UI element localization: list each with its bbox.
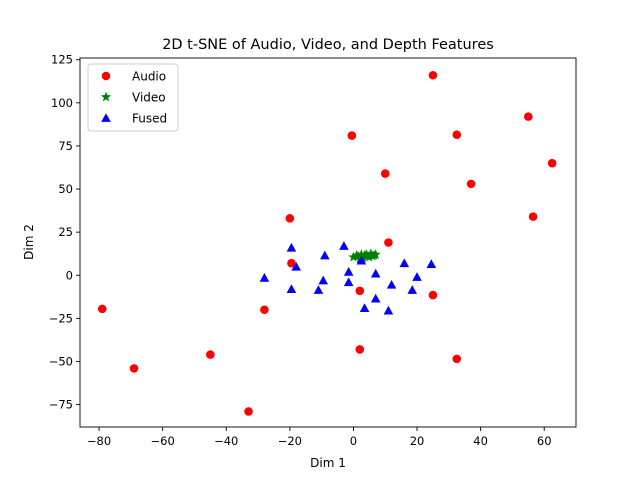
- chart-title: 2D t-SNE of Audio, Video, and Depth Feat…: [162, 37, 494, 53]
- data-point-fused: [386, 279, 397, 289]
- data-point-audio: [285, 214, 295, 223]
- y-axis-label: Dim 2: [22, 224, 36, 260]
- data-point-video: [348, 251, 359, 262]
- data-point-audio: [384, 238, 393, 247]
- data-point-audio: [528, 212, 538, 221]
- data-point-fused: [370, 293, 381, 303]
- x-tick-label: −80: [87, 434, 111, 448]
- x-tick-label: 40: [473, 434, 488, 448]
- data-point-audio: [547, 158, 557, 168]
- data-point-audio: [355, 286, 365, 296]
- data-point-audio: [524, 112, 533, 121]
- data-point-fused: [318, 275, 329, 285]
- y-tick-label: 100: [51, 96, 73, 110]
- data-point-video: [364, 251, 375, 262]
- data-point-video: [365, 248, 377, 259]
- data-point-fused: [399, 258, 410, 268]
- y-tick-label: 125: [51, 53, 73, 67]
- data-point-video: [361, 249, 372, 259]
- legend-audio-label: Audio: [132, 70, 166, 84]
- data-point-fused: [320, 250, 330, 260]
- data-point-fused: [313, 285, 324, 294]
- data-point-audio: [428, 70, 438, 80]
- data-point-fused: [343, 267, 354, 276]
- y-tick-label: 25: [58, 225, 73, 239]
- axis-ticks: −80 −60 −40 −20 0 20 40 60 −75 −50 −25 0 25 50 75 100 12…: [49, 53, 552, 448]
- data-point-audio: [380, 169, 390, 178]
- data-point-audio: [287, 258, 296, 268]
- y-tick-label: 75: [58, 139, 73, 153]
- x-tick-label: 20: [410, 434, 425, 448]
- legend-fused-label: Fused: [132, 112, 167, 126]
- data-point-fused: [286, 242, 297, 252]
- x-tick-label: 60: [537, 434, 552, 448]
- data-point-video: [357, 252, 369, 263]
- data-point-audio: [466, 179, 476, 189]
- data-point-audio: [428, 290, 438, 300]
- plot-area: [97, 70, 557, 416]
- y-tick-label: 0: [66, 268, 73, 282]
- data-point-fused: [359, 303, 370, 312]
- x-tick-label: 0: [350, 434, 357, 448]
- data-point-fused: [412, 272, 422, 281]
- data-point-audio: [452, 130, 462, 140]
- y-tick-label: −50: [49, 354, 73, 368]
- legend-audio-marker: [101, 71, 111, 81]
- data-point-fused: [286, 284, 297, 293]
- data-point-fused: [291, 261, 302, 271]
- legend: Audio Video Fused: [87, 63, 179, 132]
- data-point-audio: [244, 407, 253, 416]
- x-tick-label: −20: [278, 434, 302, 448]
- data-point-fused: [339, 241, 349, 250]
- series-fused: [259, 241, 437, 315]
- data-point-audio: [355, 345, 365, 354]
- x-tick-label: −60: [151, 434, 175, 448]
- data-point-fused: [426, 259, 437, 268]
- x-axis-label: Dim 1: [310, 456, 346, 470]
- data-point-audio: [129, 364, 139, 373]
- data-point-fused: [407, 285, 418, 294]
- data-point-fused: [383, 305, 394, 315]
- legend-box: [87, 63, 179, 132]
- series-audio: [97, 70, 557, 416]
- data-point-audio: [452, 354, 462, 364]
- y-tick-label: 50: [58, 182, 73, 196]
- x-tick-label: −40: [214, 434, 238, 448]
- data-point-fused: [259, 273, 270, 282]
- data-point-video: [351, 250, 362, 260]
- data-point-video: [370, 249, 381, 259]
- data-point-audio: [206, 350, 215, 359]
- data-point-fused: [370, 268, 381, 278]
- legend-video-marker: [100, 91, 112, 102]
- data-point-fused: [343, 277, 354, 287]
- axes-frame: [79, 57, 577, 428]
- data-point-fused: [356, 255, 367, 265]
- legend-fused-marker: [101, 113, 111, 122]
- legend-video-label: Video: [132, 91, 166, 105]
- y-tick-label: −25: [49, 311, 73, 325]
- y-tick-label: −75: [49, 398, 73, 412]
- data-point-audio: [260, 305, 269, 315]
- data-point-audio: [347, 131, 357, 140]
- data-point-audio: [97, 304, 107, 314]
